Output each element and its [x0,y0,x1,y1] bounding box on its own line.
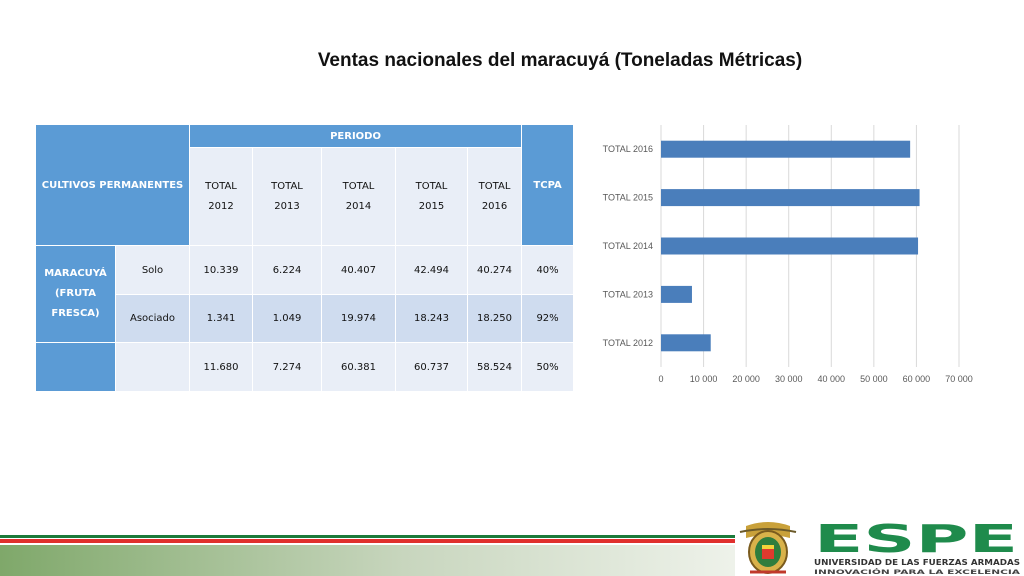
table-cell: 40.407 [321,245,397,295]
y-category-label: TOTAL 2015 [603,193,653,203]
bar [661,189,920,207]
table-cell: 18.250 [467,294,523,343]
y-category-label: TOTAL 2014 [603,241,653,251]
periodo-header: PERIODO [189,124,523,148]
tcpa-header: TCPA [521,124,575,246]
table-cell: 6.224 [252,245,323,295]
table-cell: 18.243 [395,294,469,343]
slide-title: Ventas nacionales del maracuyá (Tonelada… [317,50,803,71]
tcpa-cell: 40% [521,245,575,295]
bar [661,334,711,352]
x-tick-label: 50 000 [860,374,888,384]
sales-bar-chart: 0 10 000 20 000 30 000 40 000 50 000 60 000 70 … [603,125,973,384]
row-label-asociado: Asociado [114,294,191,343]
table-row-asociado: Asociado 1.341 1.049 19.974 18.243 18.25… [35,294,575,343]
table-cell: 7.274 [252,342,323,392]
year-header-2013: TOTAL 2013 [252,147,323,246]
row-label-solo: Solo [114,245,191,295]
table-cell: 58.524 [467,342,523,392]
x-tick-label: 30 000 [775,374,803,384]
y-category-label: TOTAL 2012 [603,338,653,348]
table-cell: 42.494 [395,245,469,295]
tcpa-cell: 92% [521,294,575,343]
footer-stripe-green [0,535,735,538]
tcpa-cell: 50% [521,342,575,392]
cultivos-header: CULTIVOS PERMANENTES [34,124,191,246]
row-label-total [114,342,191,392]
bar [661,285,692,303]
year-header-2016: TOTAL 2016 [467,147,523,246]
table-row-total: 11.680 7.274 60.381 60.737 58.524 50% [35,342,575,392]
espe-logo: ESPE UNIVERSIDAD DE LAS FUERZAS ARMADAS … [739,518,1024,576]
table-row-solo: MARACUYÁ (FRUTA FRESCA) Solo 10.339 6.22… [35,245,575,343]
table-cell: 60.381 [321,342,397,392]
bar [661,140,911,158]
year-header-2015: TOTAL 2015 [395,147,469,246]
y-category-label: TOTAL 2013 [603,289,653,299]
y-category-label: TOTAL 2016 [603,144,653,154]
x-tick-label: 60 000 [903,374,931,384]
x-tick-label: 70 000 [945,374,973,384]
x-tick-label: 20 000 [732,374,760,384]
table-cell: 11.680 [189,342,254,392]
table-cell: 19.974 [321,294,397,343]
total-row-label-blank [35,342,116,392]
logo-tagline: INNOVACIÓN PARA LA EXCELENCIA [814,569,1021,576]
product-label: MARACUYÁ (FRUTA FRESCA) [35,245,116,343]
crest-icon [739,522,797,574]
x-tick-label: 0 [658,374,663,384]
x-tick-label: 40 000 [818,374,846,384]
footer-gradient-band [0,545,735,576]
table-cell: 1.341 [189,294,254,343]
table-cell: 40.274 [467,245,523,295]
footer-stripe-red [0,539,735,543]
table-cell: 10.339 [189,245,254,295]
sales-table: CULTIVOS PERMANENTES PERIODO TCPA TOTAL 2… [34,124,575,392]
year-header-2012: TOTAL 2012 [189,147,254,246]
table-cell: 1.049 [252,294,323,343]
bar [661,237,919,255]
logo-wordmark: ESPE [814,518,1018,561]
year-header-2014: TOTAL 2014 [321,147,397,246]
logo-subtitle: UNIVERSIDAD DE LAS FUERZAS ARMADAS [814,558,1020,567]
table-cell: 60.737 [395,342,469,392]
x-tick-label: 10 000 [690,374,718,384]
